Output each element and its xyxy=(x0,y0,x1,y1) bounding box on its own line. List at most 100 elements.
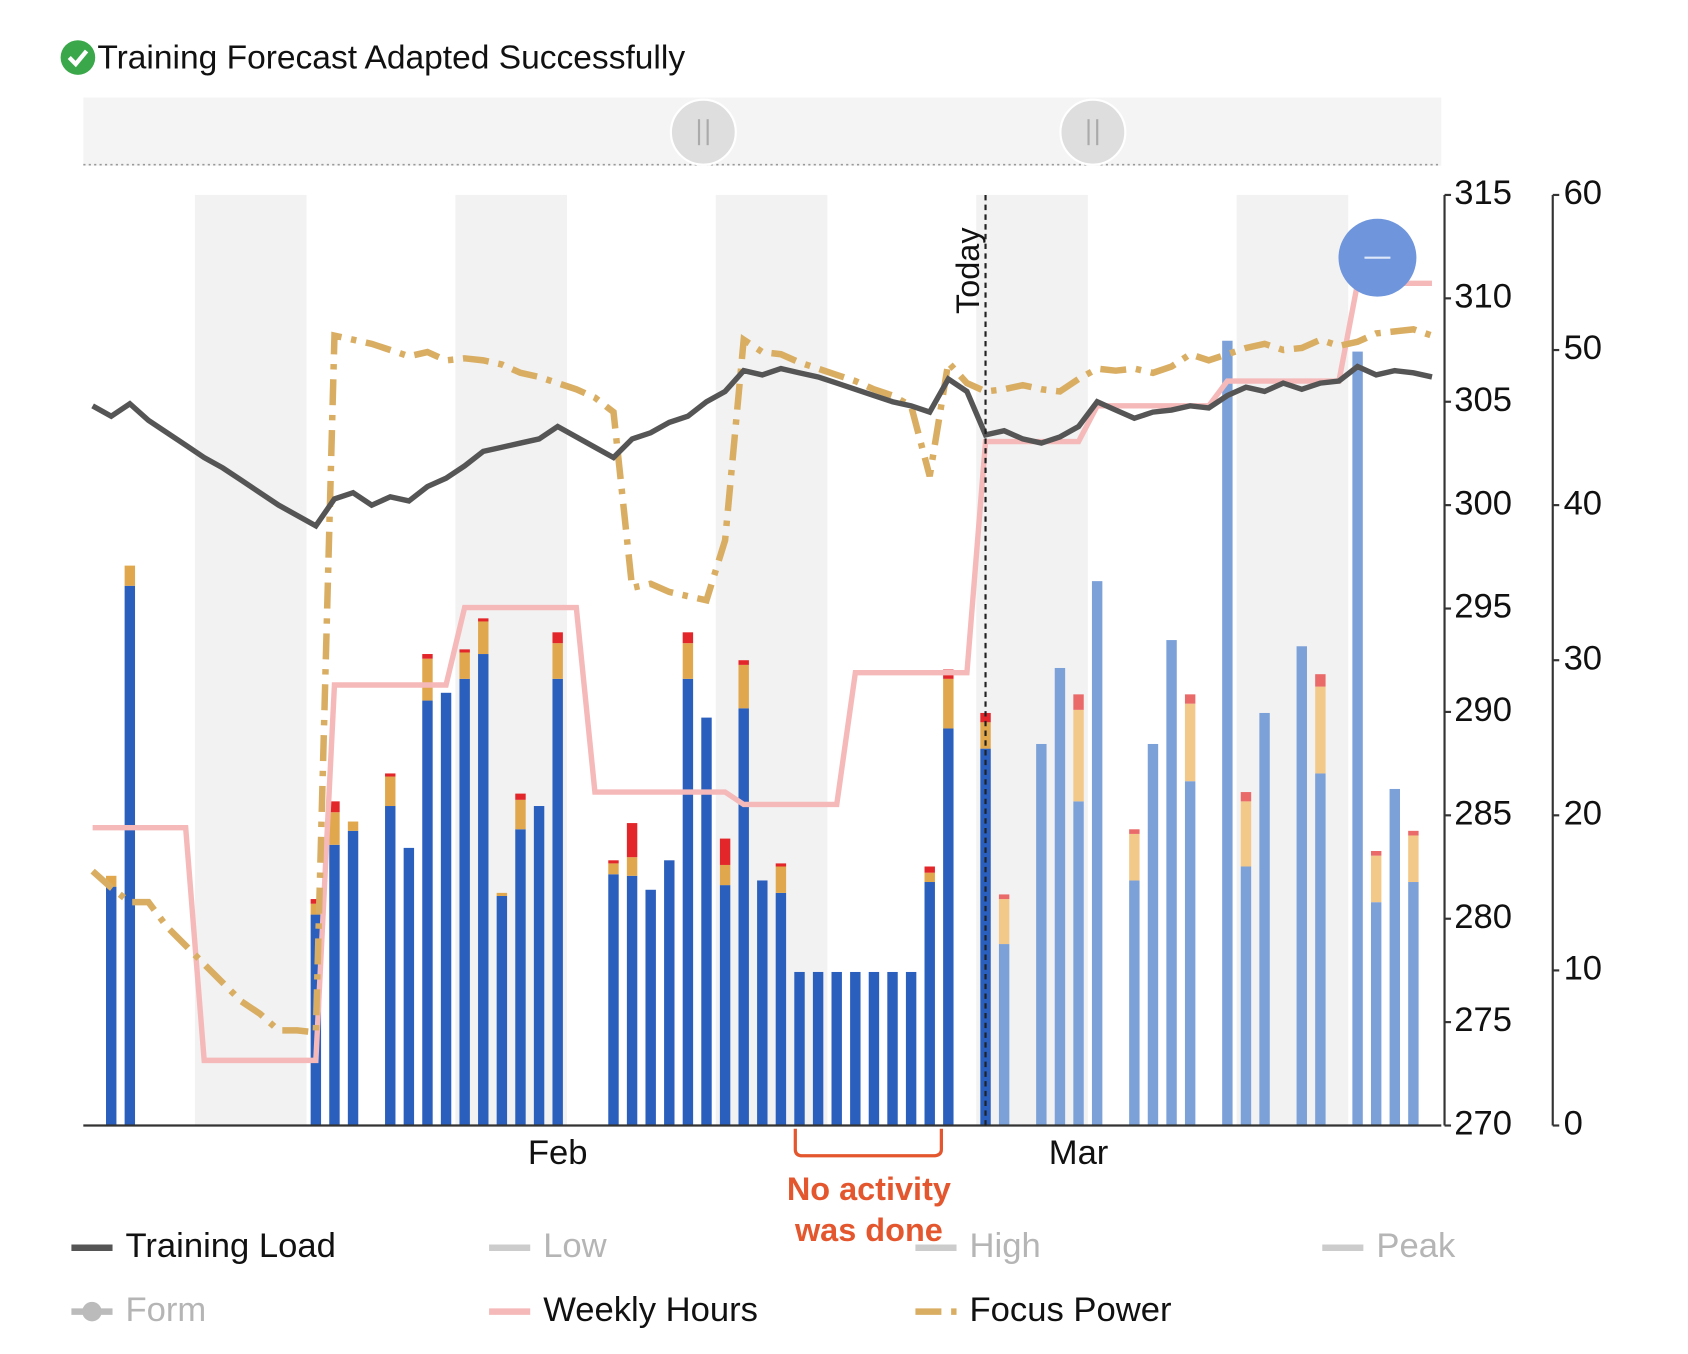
bar-segment xyxy=(682,678,694,1126)
bar-segment xyxy=(422,654,433,659)
legend-label: High xyxy=(970,1227,1041,1265)
bar-segment xyxy=(459,652,470,679)
y-tick-label: 270 xyxy=(1454,1105,1512,1143)
y-tick-label: 285 xyxy=(1454,794,1512,832)
legend-label: Low xyxy=(543,1227,607,1265)
bar-segment xyxy=(794,971,805,1126)
week-band xyxy=(455,194,567,1126)
bar-segment xyxy=(552,632,563,644)
legend-label: Weekly Hours xyxy=(543,1291,758,1329)
week-band xyxy=(1236,194,1349,1126)
bar-segment xyxy=(1054,667,1066,1126)
status-icon xyxy=(60,40,96,75)
legend-label: Focus Power xyxy=(970,1291,1172,1329)
legend-item[interactable]: High xyxy=(915,1227,1041,1265)
y2-tick-label: 0 xyxy=(1564,1105,1583,1143)
bar-segment xyxy=(106,886,117,1126)
week-band xyxy=(976,194,1088,1126)
bar-segment xyxy=(478,621,489,655)
bar-segment xyxy=(496,892,508,896)
bar-segment xyxy=(459,678,470,1126)
bar-segment xyxy=(1370,855,1382,903)
bar-segment xyxy=(1091,581,1103,1126)
annotation-bracket xyxy=(793,1128,944,1158)
y2-tick-label: 50 xyxy=(1564,329,1603,367)
bar-segment xyxy=(738,660,749,665)
bar-segment xyxy=(719,864,731,886)
bar-segment xyxy=(998,894,1010,900)
bar-segment xyxy=(552,678,563,1126)
bar-segment xyxy=(329,844,340,1126)
legend-item[interactable]: Peak xyxy=(1322,1227,1456,1265)
bar-segment xyxy=(1296,646,1307,1126)
bar-segment xyxy=(459,649,470,653)
bar-segment xyxy=(775,892,787,1126)
legend-label: Form xyxy=(126,1291,207,1329)
bar-segment xyxy=(1370,902,1382,1126)
bar-segment xyxy=(1259,712,1270,1126)
bar-segment xyxy=(1073,801,1084,1126)
bar-segment xyxy=(775,866,787,893)
y-tick-label: 275 xyxy=(1454,1001,1512,1039)
y2-tick-label: 60 xyxy=(1564,174,1603,212)
bar-segment xyxy=(1408,830,1419,836)
zoom-button[interactable] xyxy=(1338,218,1417,297)
bar-segment xyxy=(608,874,619,1126)
line-series xyxy=(90,326,1434,1037)
y-tick-label: 315 xyxy=(1454,174,1512,212)
bar-segment xyxy=(385,776,396,807)
bar-segment xyxy=(347,830,359,1126)
y2-tick-label: 10 xyxy=(1564,950,1603,988)
bar-segment xyxy=(515,793,526,800)
chart-title: Training Forecast Adapted Successfully xyxy=(97,40,685,77)
legend-item[interactable]: Training Load xyxy=(71,1227,336,1265)
bar-segment xyxy=(1073,694,1084,710)
y2-tick-label: 40 xyxy=(1564,484,1603,522)
legend-label: Training Load xyxy=(126,1227,336,1265)
y-tick-label: 295 xyxy=(1454,588,1512,626)
bar-segment xyxy=(515,799,526,830)
y2-tick-label: 20 xyxy=(1564,794,1603,832)
bar-segment xyxy=(533,806,545,1126)
bar-segment xyxy=(552,643,563,679)
bar-segment xyxy=(664,860,675,1126)
legend-item[interactable]: Form xyxy=(71,1291,206,1329)
bar-segment xyxy=(645,889,656,1126)
bar-segment xyxy=(924,866,935,873)
bar-segment xyxy=(775,863,787,867)
y-tick-label: 300 xyxy=(1454,484,1512,522)
overview-navigator[interactable] xyxy=(83,97,1442,166)
bar-segment xyxy=(812,971,824,1126)
bar-segment xyxy=(329,812,340,845)
bar-segment xyxy=(1240,801,1252,867)
bar-segment xyxy=(924,882,935,1126)
bar-segment xyxy=(1408,835,1419,883)
legend-item[interactable]: Weekly Hours xyxy=(489,1291,758,1329)
bar-segment xyxy=(124,565,136,586)
bar-segment xyxy=(757,880,768,1126)
bar-segment xyxy=(719,838,731,865)
week-band xyxy=(715,194,828,1126)
bar-segment xyxy=(980,712,991,723)
bar-segment xyxy=(924,872,935,883)
bar-segment xyxy=(1184,703,1196,782)
bar-segment xyxy=(831,971,842,1126)
bar-segment xyxy=(347,821,359,831)
week-band xyxy=(194,194,307,1126)
legend-item[interactable]: Focus Power xyxy=(915,1291,1171,1329)
bar-segment xyxy=(943,728,954,1126)
bar-segment xyxy=(1315,773,1326,1126)
bar-segment xyxy=(515,829,526,1126)
bar-segment xyxy=(626,857,638,876)
y-tick-label: 280 xyxy=(1454,898,1512,936)
y-tick-label: 305 xyxy=(1454,381,1512,419)
y-tick-label: 290 xyxy=(1454,691,1512,729)
bar-segment xyxy=(310,899,322,904)
today-label: Today xyxy=(950,227,986,314)
bar-segment xyxy=(440,692,452,1126)
legend-item[interactable]: Low xyxy=(489,1227,608,1265)
bar-segment xyxy=(998,899,1010,945)
annotation-text: No activity xyxy=(787,1171,951,1207)
legend-label: Peak xyxy=(1376,1227,1456,1265)
bar-segment xyxy=(496,895,508,1126)
